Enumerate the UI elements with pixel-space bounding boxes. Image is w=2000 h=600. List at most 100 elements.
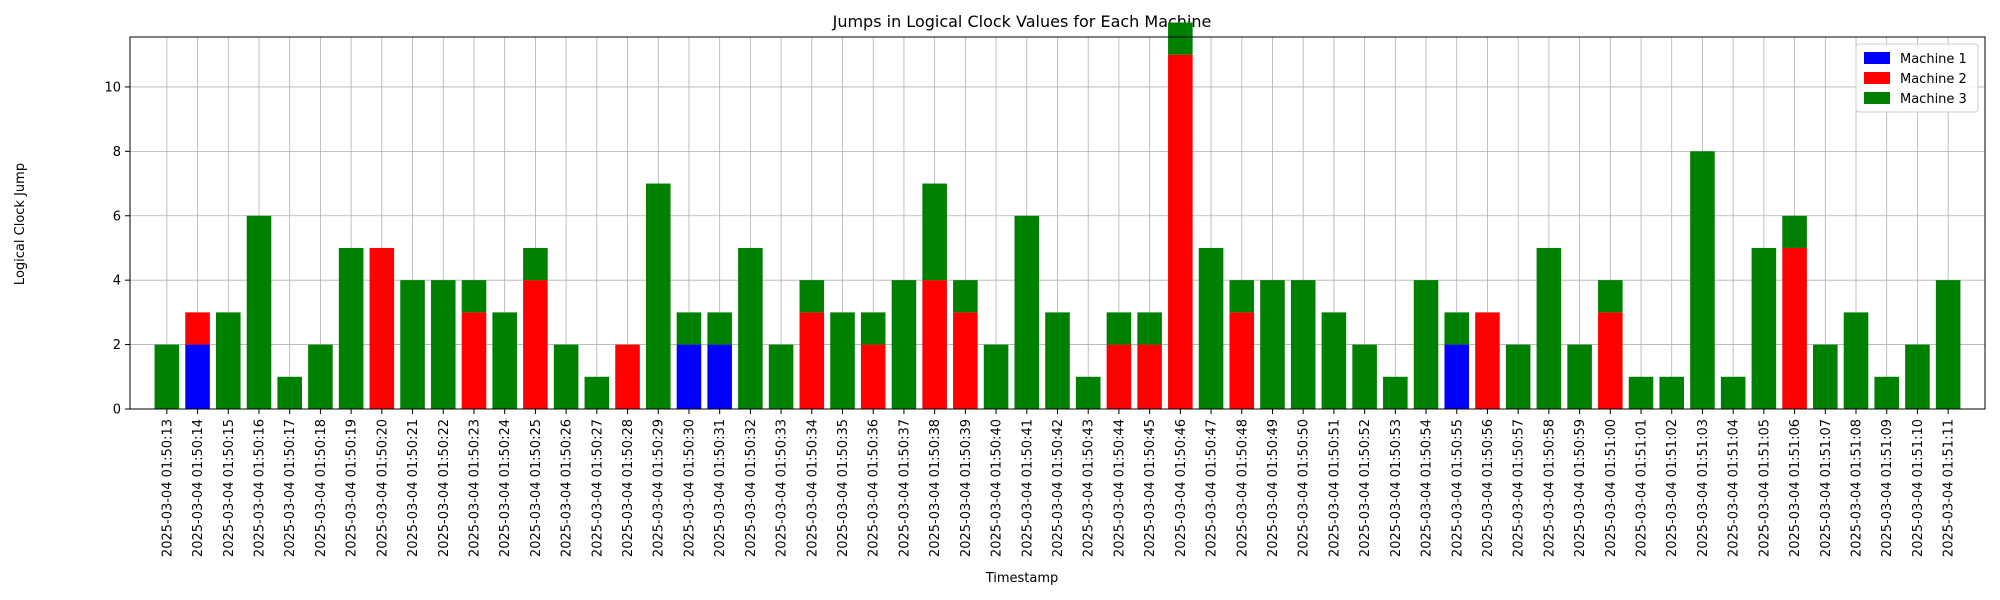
bar-machine-3 [492, 312, 517, 409]
x-tick-label: 2025-03-04 01:51:06 [1788, 419, 1803, 557]
x-axis: 2025-03-04 01:50:13 2025-03-04 01:50:14 20… [160, 409, 1957, 557]
bar-machine-3 [707, 312, 732, 345]
x-tick-label: 2025-03-04 01:51:00 [1604, 419, 1619, 557]
y-tick-label: 2 [113, 338, 121, 353]
bars [154, 22, 1961, 410]
bar-machine-1 [185, 344, 210, 409]
x-tick-label: 2025-03-04 01:51:03 [1696, 419, 1711, 557]
x-tick-label: 2025-03-04 01:50:42 [1051, 419, 1066, 557]
x-tick-label: 2025-03-04 01:50:57 [1512, 419, 1527, 557]
x-tick-label: 2025-03-04 01:50:31 [713, 419, 728, 557]
y-tick-label: 0 [113, 403, 121, 418]
x-tick-label: 2025-03-04 01:50:30 [682, 419, 697, 557]
bar-machine-3 [461, 280, 487, 313]
x-tick-label: 2025-03-04 01:51:05 [1757, 419, 1772, 557]
bar-machine-3 [1935, 280, 1961, 409]
bar-machine-3 [1905, 344, 1930, 409]
bar-machine-3 [1383, 376, 1408, 409]
x-tick-label: 2025-03-04 01:50:15 [222, 419, 237, 557]
y-tick-label: 10 [104, 80, 121, 95]
x-tick-label: 2025-03-04 01:50:43 [1082, 419, 1097, 557]
bar-machine-3 [1075, 376, 1101, 409]
bar-machine-3 [1321, 312, 1347, 409]
bar-machine-2 [369, 247, 395, 409]
bar-machine-3 [1874, 376, 1900, 409]
bar-machine-2 [1168, 54, 1193, 409]
bar-machine-2 [799, 312, 825, 409]
bar-machine-3 [1720, 376, 1746, 409]
x-tick-label: 2025-03-04 01:50:28 [621, 419, 636, 557]
bar-machine-3 [1505, 344, 1531, 409]
bar-machine-3 [154, 344, 180, 409]
x-tick-label: 2025-03-04 01:50:37 [897, 419, 912, 557]
bar-machine-3 [830, 312, 855, 409]
x-tick-label: 2025-03-04 01:50:35 [836, 419, 851, 557]
legend-label: Machine 1 [1900, 52, 1967, 67]
bar-machine-3 [584, 376, 610, 409]
x-tick-label: 2025-03-04 01:51:10 [1911, 419, 1926, 557]
bar-machine-3 [1137, 312, 1162, 345]
bar-machine-3 [738, 247, 763, 409]
bar-machine-3 [645, 183, 671, 409]
y-tick-label: 8 [113, 145, 121, 160]
x-tick-label: 2025-03-04 01:50:20 [375, 419, 390, 557]
bar-machine-3 [891, 280, 917, 409]
bar-machine-1 [1444, 344, 1470, 409]
bar-machine-3 [1168, 22, 1193, 55]
chart-title: Jumps in Logical Clock Values for Each M… [832, 12, 1212, 31]
bar-machine-3 [1444, 312, 1470, 345]
x-tick-label: 2025-03-04 01:50:14 [191, 419, 206, 557]
y-axis-label: Logical Clock Jump [13, 163, 28, 285]
x-tick-label: 2025-03-04 01:51:04 [1727, 419, 1742, 557]
x-tick-label: 2025-03-04 01:51:11 [1942, 419, 1957, 557]
bar-machine-3 [1690, 151, 1715, 410]
bar-machine-3 [983, 344, 1009, 409]
x-tick-label: 2025-03-04 01:50:54 [1420, 419, 1435, 557]
bar-machine-3 [1045, 312, 1070, 409]
legend-label: Machine 3 [1900, 92, 1967, 107]
bar-machine-3 [277, 376, 302, 409]
x-tick-label: 2025-03-04 01:50:17 [283, 419, 298, 557]
x-tick-label: 2025-03-04 01:50:55 [1450, 419, 1465, 557]
x-axis-label: Timestamp [985, 571, 1059, 586]
x-tick-label: 2025-03-04 01:51:02 [1665, 419, 1680, 557]
x-tick-label: 2025-03-04 01:50:38 [928, 419, 943, 557]
bar-machine-3 [1413, 280, 1439, 409]
x-tick-label: 2025-03-04 01:51:07 [1819, 419, 1834, 557]
bar-machine-3 [338, 247, 364, 409]
x-tick-label: 2025-03-04 01:50:40 [990, 419, 1005, 557]
y-tick-label: 6 [113, 209, 121, 224]
bar-machine-3 [1659, 376, 1685, 409]
x-tick-label: 2025-03-04 01:50:45 [1143, 419, 1158, 557]
bar-machine-3 [676, 312, 702, 345]
x-tick-label: 2025-03-04 01:50:32 [744, 419, 759, 557]
bar-machine-3 [1782, 215, 1807, 248]
legend-swatch [1864, 72, 1890, 84]
bar-machine-2 [185, 312, 210, 345]
x-tick-label: 2025-03-04 01:51:08 [1850, 419, 1865, 557]
bar-machine-3 [430, 280, 456, 409]
bar-machine-2 [1106, 344, 1132, 409]
bar-machine-3 [860, 312, 886, 345]
bar-machine-3 [246, 215, 272, 409]
bar-machine-3 [922, 183, 947, 281]
x-tick-label: 2025-03-04 01:50:52 [1358, 419, 1373, 557]
bar-machine-1 [676, 344, 702, 409]
bar-machine-3 [1843, 312, 1869, 409]
x-tick-label: 2025-03-04 01:50:24 [498, 419, 513, 557]
x-tick-label: 2025-03-04 01:51:09 [1880, 419, 1895, 557]
x-tick-label: 2025-03-04 01:50:26 [560, 419, 575, 557]
bar-machine-2 [1598, 312, 1623, 409]
x-tick-label: 2025-03-04 01:50:39 [959, 419, 974, 557]
bar-machine-2 [1137, 344, 1162, 409]
bar-machine-3 [553, 344, 579, 409]
bar-machine-3 [1260, 280, 1285, 409]
x-tick-label: 2025-03-04 01:50:47 [1205, 419, 1220, 557]
bar-machine-3 [523, 247, 548, 281]
bar-machine-2 [615, 344, 640, 409]
legend-swatch [1864, 52, 1890, 64]
x-tick-label: 2025-03-04 01:50:18 [314, 419, 329, 557]
y-axis: 0 2 4 6 8 10 [104, 80, 130, 418]
x-tick-label: 2025-03-04 01:50:49 [1266, 419, 1281, 557]
